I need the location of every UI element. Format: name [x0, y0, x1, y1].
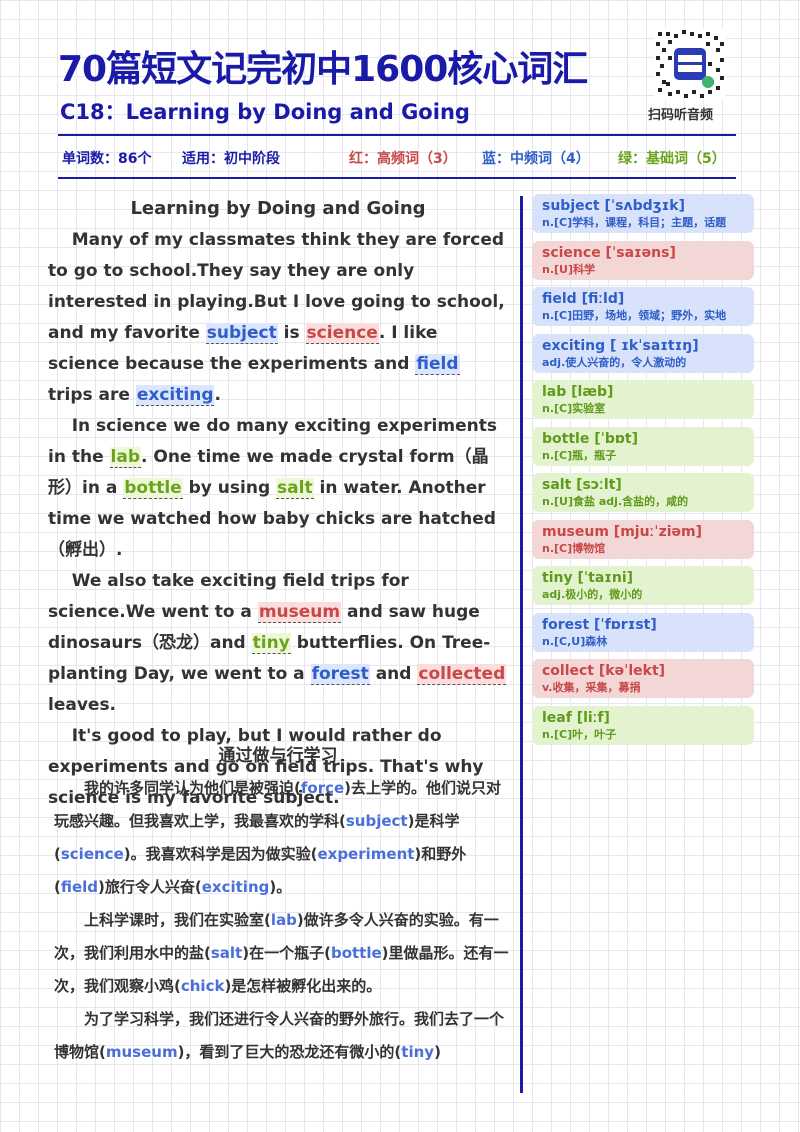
article-title: Learning by Doing and Going [130, 198, 426, 219]
legend-red: 红：高频词（3） [349, 151, 457, 167]
page-title: 70篇短文记完初中1600核心词汇 [58, 49, 588, 90]
legend-green: 绿：基础词（5） [618, 151, 726, 167]
vocab-card-bottle[interactable]: bottle [ˈbɒt] n.[C]瓶，瓶子 [532, 426, 754, 466]
article-paragraph-3: We also take exciting field trips for sc… [48, 571, 507, 715]
vocab-card-lab[interactable]: lab [læb] n.[C]实验室 [532, 380, 754, 419]
legend-blue: 蓝：中频词（4） [482, 151, 590, 167]
qr-code[interactable] [654, 28, 726, 100]
article-paragraph-4: It's good to play, but I would rather do… [48, 726, 484, 808]
translation-title: 通过做与行学习 [218, 746, 338, 766]
article-paragraph-2: In science we do many exciting experimen… [48, 416, 497, 560]
vocab-card-salt[interactable]: salt [sɔːlt] n.[U]食盐 adj.含盐的，咸的 [532, 473, 754, 512]
vocab-card-collect[interactable]: collect [kəˈlekt] v.收集，采集，募捐 [532, 659, 754, 698]
keyword-collected[interactable]: collected [417, 664, 507, 685]
keyword-forest[interactable]: forest [310, 664, 370, 685]
vocab-card-subject[interactable]: subject [ˈsʌbdʒɪk] n.[C]学科，课程，科目；主题，话题 [532, 194, 754, 233]
header-divider-bottom [58, 177, 736, 179]
vocab-card-tiny[interactable]: tiny [ˈtaɪni] adj.极小的，微小的 [532, 566, 754, 605]
vocab-card-science[interactable]: science [ˈsaɪəns] n.[U]科学 [532, 240, 754, 280]
translation: 我的许多同学认为他们是被强迫(force)去上学的。他们说只对玩感兴趣。但我喜欢… [54, 772, 510, 1069]
qr-label: 扫码听音频 [648, 108, 714, 123]
vocab-card-museum[interactable]: museum [mjuːˈziəm] n.[C]博物馆 [532, 519, 754, 559]
keyword-tiny[interactable]: tiny [251, 633, 291, 654]
keyword-museum[interactable]: museum [257, 602, 342, 623]
column-divider [520, 196, 523, 1093]
vocab-card-leaf[interactable]: leaf [liːf] n.[C]叶，叶子 [532, 705, 754, 745]
keyword-field[interactable]: field [415, 354, 460, 375]
vocab-card-forest[interactable]: forest [ˈfɒrɪst] n.[C,U]森林 [532, 612, 754, 652]
article: Learning by Doing and Going Many of my c… [48, 198, 508, 814]
info-bar: 单词数：86个 适用：初中阶段 红：高频词（3） 蓝：中频词（4） 绿：基础词（… [62, 148, 732, 168]
vocab-card-exciting[interactable]: exciting [ ɪkˈsaɪtɪŋ] adj.使人兴奋的，令人激动的 [532, 333, 754, 373]
keyword-subject[interactable]: subject [205, 323, 278, 344]
keyword-bottle[interactable]: bottle [123, 478, 183, 499]
keyword-science[interactable]: science [305, 323, 379, 344]
word-count: 单词数：86个 [62, 151, 152, 167]
qr-code-image [656, 30, 724, 98]
lesson-subtitle: C18：Learning by Doing and Going [60, 100, 470, 124]
translation-paragraph-1: 我的许多同学认为他们是被强迫(force)去上学的。他们说只对玩感兴趣。但我喜欢… [54, 779, 502, 896]
header-divider-top [58, 134, 736, 136]
article-paragraph-1: Many of my classmates think they are for… [48, 230, 505, 406]
translation-paragraph-2: 上科学课时，我们在实验室(lab)做许多令人兴奋的实验。有一次，我们利用水中的盐… [54, 911, 509, 995]
keyword-salt[interactable]: salt [276, 478, 314, 499]
keyword-exciting[interactable]: exciting [135, 385, 215, 406]
vocab-list: subject [ˈsʌbdʒɪk] n.[C]学科，课程，科目；主题，话题 sc… [532, 194, 754, 752]
keyword-lab[interactable]: lab [109, 447, 141, 468]
vocab-card-field[interactable]: field [fiːld] n.[C]田野，场地，领域；野外，实地 [532, 287, 754, 326]
translation-paragraph-3: 为了学习科学，我们还进行令人兴奋的野外旅行。我们去了一个博物馆(museum)，… [54, 1010, 505, 1061]
level-label: 适用：初中阶段 [182, 151, 280, 167]
